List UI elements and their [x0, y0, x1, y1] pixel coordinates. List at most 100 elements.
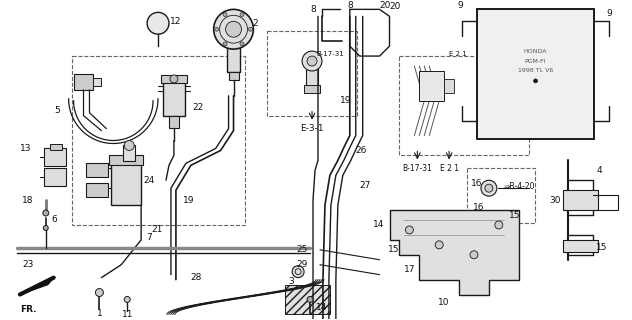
Bar — [227, 47, 241, 72]
Circle shape — [481, 180, 497, 196]
Circle shape — [485, 184, 493, 192]
Text: 11: 11 — [121, 310, 133, 319]
Text: 19: 19 — [183, 196, 195, 204]
Circle shape — [226, 21, 241, 37]
Text: 1998 TL V6: 1998 TL V6 — [518, 68, 553, 74]
Text: 25: 25 — [296, 245, 308, 254]
Text: 8: 8 — [347, 1, 353, 10]
Text: PGM-FI: PGM-FI — [525, 59, 547, 64]
Text: 15: 15 — [509, 211, 520, 220]
Bar — [163, 81, 185, 116]
Bar — [111, 160, 141, 205]
Bar — [94, 78, 101, 86]
Text: 9: 9 — [606, 9, 612, 18]
Text: 14: 14 — [373, 220, 384, 229]
Text: E-3-1: E-3-1 — [300, 124, 324, 133]
Bar — [87, 183, 108, 197]
Text: 15: 15 — [596, 243, 608, 252]
Text: 24: 24 — [143, 176, 154, 185]
Text: 4: 4 — [596, 166, 602, 175]
Bar — [304, 85, 320, 93]
Text: 28: 28 — [190, 273, 202, 282]
Text: 20: 20 — [389, 2, 401, 11]
Circle shape — [147, 12, 169, 34]
Text: 3: 3 — [288, 277, 294, 286]
Circle shape — [215, 27, 219, 31]
Bar — [44, 168, 66, 186]
Circle shape — [240, 42, 244, 46]
Circle shape — [307, 56, 317, 66]
Bar — [123, 146, 135, 161]
Text: 19: 19 — [340, 96, 351, 105]
Polygon shape — [389, 210, 519, 294]
Bar — [169, 116, 179, 128]
Circle shape — [405, 226, 413, 234]
Bar — [477, 9, 594, 139]
Bar — [71, 56, 245, 225]
Text: 16: 16 — [471, 179, 483, 188]
Circle shape — [125, 297, 130, 302]
Circle shape — [95, 289, 104, 297]
Circle shape — [292, 266, 304, 278]
Bar — [444, 79, 454, 93]
Circle shape — [125, 140, 134, 150]
Text: 2: 2 — [252, 19, 258, 28]
Text: HONDA: HONDA — [524, 49, 547, 53]
Bar — [229, 72, 238, 80]
Bar — [87, 164, 108, 177]
Circle shape — [214, 9, 253, 49]
Text: 1: 1 — [97, 309, 102, 318]
Text: 20: 20 — [379, 1, 390, 10]
Bar — [563, 240, 598, 252]
Text: 8: 8 — [310, 5, 316, 14]
Bar — [44, 148, 66, 166]
Bar — [161, 75, 187, 83]
Text: 27: 27 — [360, 181, 371, 190]
Text: 23: 23 — [22, 260, 33, 269]
Bar — [50, 145, 62, 150]
Circle shape — [43, 226, 48, 230]
Text: 13: 13 — [20, 144, 32, 153]
Circle shape — [495, 221, 503, 229]
Text: 22: 22 — [193, 103, 204, 112]
Bar — [267, 31, 356, 116]
Bar — [73, 74, 94, 90]
Circle shape — [248, 27, 252, 31]
Text: E 2 1: E 2 1 — [449, 51, 467, 57]
Circle shape — [223, 42, 227, 46]
Text: 12: 12 — [170, 17, 181, 26]
Bar — [306, 69, 318, 87]
Bar — [399, 56, 528, 156]
Circle shape — [470, 251, 478, 259]
Text: 10: 10 — [439, 298, 450, 307]
Text: E 2 1: E 2 1 — [440, 164, 459, 173]
Text: 5: 5 — [54, 106, 59, 115]
Text: 6: 6 — [52, 215, 58, 225]
Circle shape — [240, 12, 244, 17]
Text: 26: 26 — [356, 146, 367, 155]
Text: 16: 16 — [473, 203, 485, 212]
Circle shape — [223, 12, 227, 17]
Text: B-17-31: B-17-31 — [316, 51, 344, 57]
Circle shape — [302, 51, 322, 71]
Text: 17: 17 — [404, 265, 415, 274]
Bar — [285, 284, 330, 314]
Text: 30: 30 — [549, 196, 561, 204]
Text: FR.: FR. — [20, 305, 37, 314]
Bar — [109, 156, 143, 165]
Text: 18: 18 — [22, 196, 34, 204]
Circle shape — [307, 297, 313, 302]
Polygon shape — [20, 278, 54, 294]
Text: 15: 15 — [388, 245, 399, 254]
Text: 9: 9 — [457, 1, 463, 10]
Bar — [153, 23, 163, 31]
Bar — [467, 168, 535, 223]
Circle shape — [43, 210, 49, 216]
Circle shape — [533, 79, 538, 83]
Text: 29: 29 — [296, 260, 308, 269]
Text: 21: 21 — [152, 225, 163, 235]
Circle shape — [435, 241, 443, 249]
Text: B-17-31: B-17-31 — [403, 164, 432, 173]
Text: ⇒B-4-20: ⇒B-4-20 — [504, 182, 535, 191]
Bar — [419, 71, 444, 101]
